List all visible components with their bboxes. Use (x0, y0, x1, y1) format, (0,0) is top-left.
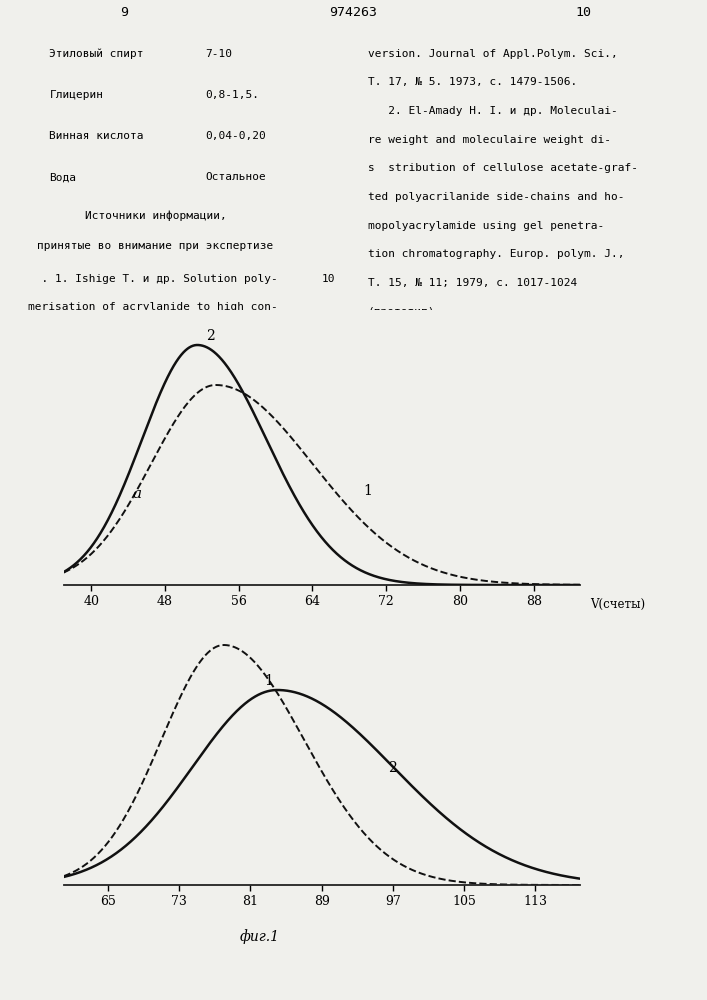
Text: Винная кислота: Винная кислота (49, 131, 144, 141)
Text: Этиловый спирт: Этиловый спирт (49, 49, 144, 59)
Text: . 1. Ishige Т. и др. Solution poly-: . 1. Ishige Т. и др. Solution poly- (28, 274, 278, 284)
Text: 7-10: 7-10 (205, 49, 232, 59)
Text: Остальное: Остальное (205, 172, 266, 182)
Text: 2. El-Amady H. I. и др. Moleculai-: 2. El-Amady H. I. и др. Moleculai- (368, 106, 617, 116)
Text: V(счеты): V(счеты) (590, 598, 645, 611)
Text: a: a (133, 487, 142, 500)
Text: 0,8-1,5.: 0,8-1,5. (205, 90, 259, 100)
Text: 9: 9 (119, 6, 128, 19)
Text: 2: 2 (206, 329, 215, 343)
Text: mopolyacrylamide using gel penetra-: mopolyacrylamide using gel penetra- (368, 221, 604, 231)
Text: version. Journal of Appl.Polym. Sci.,: version. Journal of Appl.Polym. Sci., (368, 49, 617, 59)
Text: 2: 2 (388, 762, 397, 776)
Text: Источники информации,: Источники информации, (85, 210, 226, 221)
Text: Т. 17, № 5. 1973, с. 1479-1506.: Т. 17, № 5. 1973, с. 1479-1506. (368, 77, 577, 87)
Text: tion chromatography. Europ. polym. J.,: tion chromatography. Europ. polym. J., (368, 249, 624, 259)
Text: 0,04-0,20: 0,04-0,20 (205, 131, 266, 141)
Text: s  stribution of cellulose acetate-graf-: s stribution of cellulose acetate-graf- (368, 163, 638, 173)
Text: 974263: 974263 (329, 6, 378, 19)
Text: merisation of acrylanide to high con-: merisation of acrylanide to high con- (28, 302, 278, 312)
Text: (прототип).: (прототип). (368, 307, 442, 317)
Text: 1: 1 (363, 484, 372, 498)
Text: ted polyacrilanide side-chains and ho-: ted polyacrilanide side-chains and ho- (368, 192, 624, 202)
Text: принятые во внимание при экспертизе: принятые во внимание при экспертизе (37, 241, 274, 251)
Text: фиг.1: фиг.1 (240, 929, 280, 944)
Text: Т. 15, № 11; 1979, с. 1017-1024: Т. 15, № 11; 1979, с. 1017-1024 (368, 278, 577, 288)
Text: 1: 1 (264, 674, 273, 688)
Text: Вода: Вода (49, 172, 76, 182)
Text: 10: 10 (322, 274, 335, 284)
Text: 10: 10 (575, 6, 591, 19)
Text: Глицерин: Глицерин (49, 90, 103, 100)
Text: re weight and moleculaire weight di-: re weight and moleculaire weight di- (368, 135, 611, 145)
